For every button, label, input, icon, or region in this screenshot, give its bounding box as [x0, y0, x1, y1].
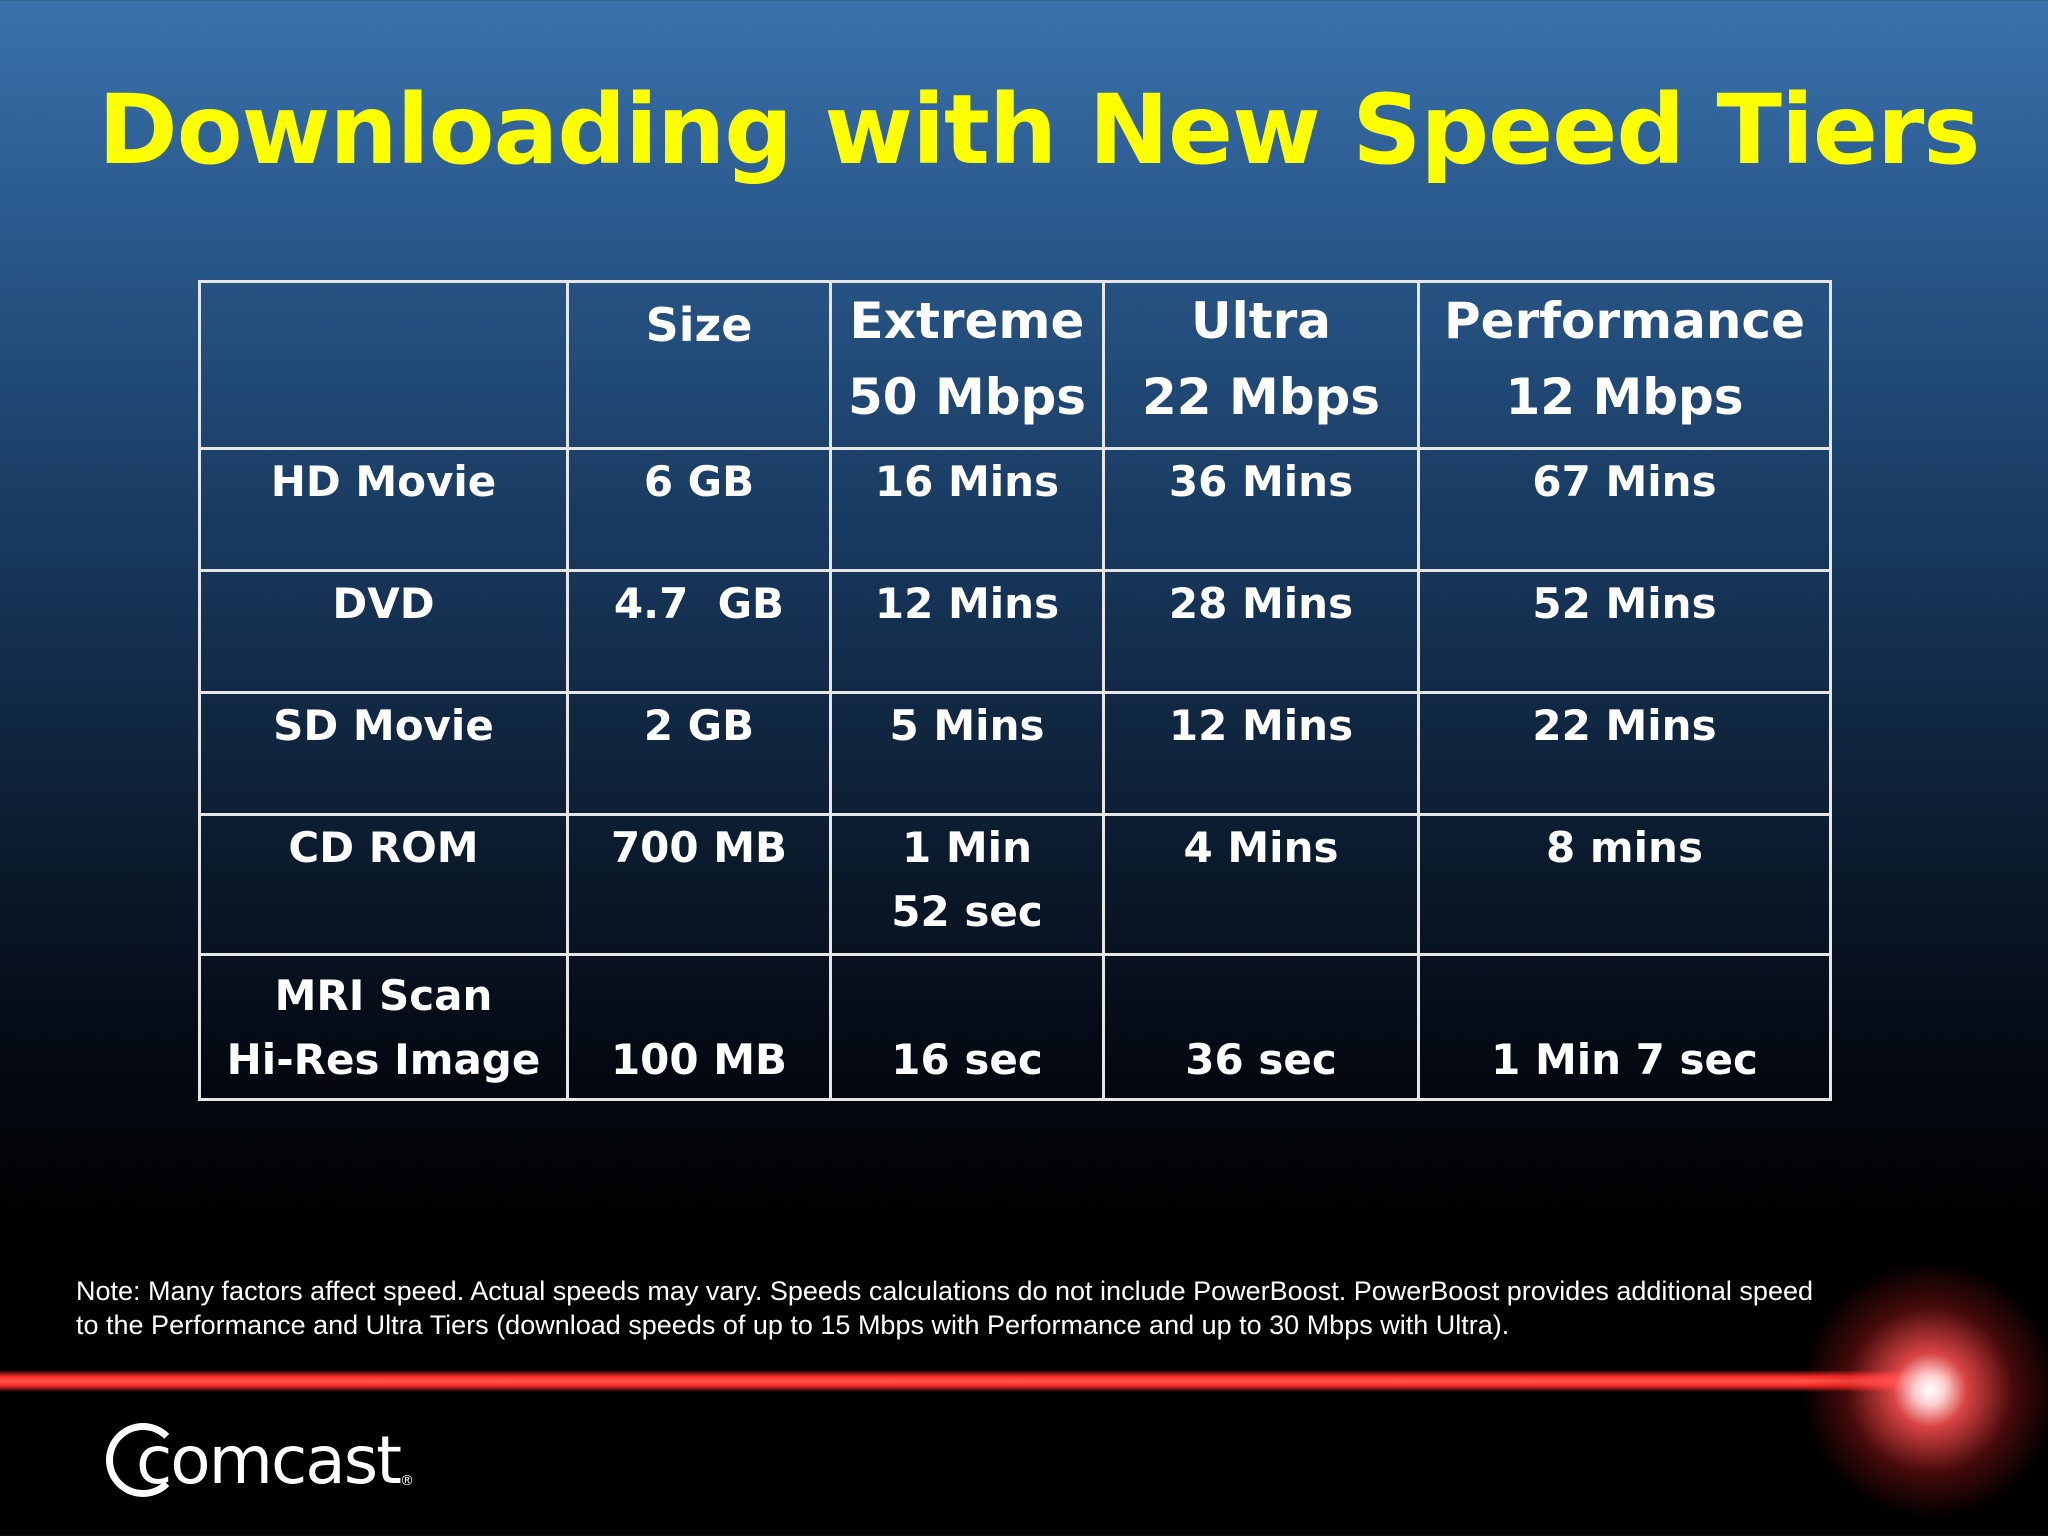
table-row: SD Movie 2 GB 5 Mins 12 Mins 22 Mins	[198, 691, 1832, 816]
table-row: HD Movie 6 GB 16 Mins 36 Mins 67 Mins	[198, 447, 1832, 572]
speed-tier-table: Size Extreme 50 Mbps Ultra 22 Mbps Perfo…	[198, 280, 1832, 1101]
cell-line: SD Movie	[273, 701, 494, 750]
cell-line: HD Movie	[270, 457, 497, 506]
cell-size: 6 GB	[566, 447, 832, 572]
header-cell-performance: Performance 12 Mbps	[1417, 280, 1832, 450]
cell-performance: 67 Mins	[1417, 447, 1832, 572]
registered-mark: ®	[399, 1473, 414, 1489]
cell-line: Hi-Res Image	[226, 1035, 541, 1084]
header-cell-size: Size	[566, 280, 832, 450]
cell-extreme: 5 Mins	[829, 691, 1105, 816]
header-line: Size	[645, 298, 753, 352]
cell-extreme: 12 Mins	[829, 569, 1105, 694]
cell-ultra: 28 Mins	[1102, 569, 1420, 694]
header-cell-empty	[198, 280, 569, 450]
cell-ultra: 36 Mins	[1102, 447, 1420, 572]
cell-size: 4.7 GB	[566, 569, 832, 694]
cell-line: CD ROM	[288, 823, 479, 872]
table-row: DVD 4.7 GB 12 Mins 28 Mins 52 Mins	[198, 569, 1832, 694]
header-line: Performance	[1444, 292, 1805, 350]
cell-size: 2 GB	[566, 691, 832, 816]
cell-ultra: 12 Mins	[1102, 691, 1420, 816]
table-row: CD ROM 700 MB 1 Min 52 sec 4 Mins 8 mins	[198, 813, 1832, 956]
table-header-row: Size Extreme 50 Mbps Ultra 22 Mbps Perfo…	[198, 280, 1832, 450]
header-cell-extreme: Extreme 50 Mbps	[829, 280, 1105, 450]
cell-size: 100 MB	[566, 953, 832, 1101]
header-line: Ultra	[1190, 292, 1332, 350]
red-laser-line	[0, 1370, 1950, 1392]
logo-text: comcast	[136, 1422, 402, 1499]
lens-flare-icon	[1800, 1260, 2048, 1520]
logo-ring-icon	[106, 1423, 180, 1497]
slide-title: Downloading with New Speed Tiers	[98, 74, 1980, 186]
table-row: MRI Scan Hi-Res Image 100 MB 16 sec 36 s…	[198, 953, 1832, 1101]
cell-extreme: 1 Min 52 sec	[829, 813, 1105, 956]
cell-line: 5 Mins	[889, 701, 1045, 750]
cell-line: 16 sec	[891, 1035, 1043, 1084]
comcast-logo: comcast®	[106, 1418, 414, 1504]
header-cell-ultra: Ultra 22 Mbps	[1102, 280, 1420, 450]
cell-line: 52 sec	[891, 887, 1043, 936]
cell-item: HD Movie	[198, 447, 569, 572]
cell-line: MRI Scan	[274, 971, 493, 1020]
cell-item: SD Movie	[198, 691, 569, 816]
cell-extreme: 16 sec	[829, 953, 1105, 1101]
cell-size: 700 MB	[566, 813, 832, 956]
header-line: 22 Mbps	[1141, 368, 1381, 426]
footnote: Note: Many factors affect speed. Actual …	[76, 1276, 1813, 1340]
cell-item: MRI Scan Hi-Res Image	[198, 953, 569, 1101]
cell-item: CD ROM	[198, 813, 569, 956]
cell-item: DVD	[198, 569, 569, 694]
cell-performance: 8 mins	[1417, 813, 1832, 956]
cell-performance: 22 Mins	[1417, 691, 1832, 816]
cell-performance: 1 Min 7 sec	[1417, 953, 1832, 1101]
header-line: Extreme	[849, 292, 1085, 350]
cell-line: 1 Min	[902, 823, 1032, 872]
cell-extreme: 16 Mins	[829, 447, 1105, 572]
cell-performance: 52 Mins	[1417, 569, 1832, 694]
header-line: 50 Mbps	[847, 368, 1087, 426]
header-line: 12 Mbps	[1505, 368, 1744, 426]
cell-line: 16 Mins	[874, 457, 1060, 506]
cell-ultra: 4 Mins	[1102, 813, 1420, 956]
cell-line: 12 Mins	[874, 579, 1060, 628]
cell-line: DVD	[332, 579, 435, 628]
cell-ultra: 36 sec	[1102, 953, 1420, 1101]
